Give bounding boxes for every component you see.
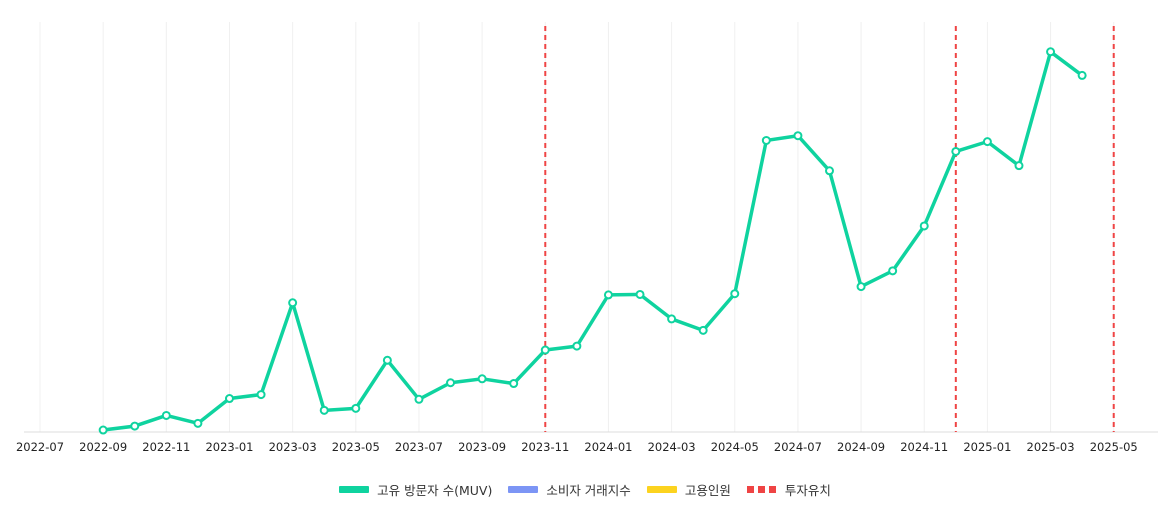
- data-point-muv: [414, 394, 424, 404]
- legend-item-investment[interactable]: 투자유치: [746, 480, 831, 499]
- data-point-muv: [635, 289, 645, 299]
- legend-item-employees[interactable]: 고용인원: [646, 480, 731, 499]
- legend-swatch-investment: [746, 486, 777, 493]
- data-point-muv: [603, 290, 613, 300]
- x-tick-label: 2024-01: [584, 440, 632, 454]
- x-tick-label: 2023-03: [269, 440, 317, 454]
- x-tick-label: 2024-05: [711, 440, 759, 454]
- x-tick-label: 2023-01: [205, 440, 253, 454]
- data-point-muv: [1014, 161, 1024, 171]
- legend-swatch-muv: [339, 486, 370, 493]
- legend-label-investment: 투자유치: [784, 483, 831, 498]
- data-point-muv: [856, 282, 866, 292]
- legend-item-consumer-index[interactable]: 소비자 거래지수: [508, 480, 631, 499]
- line-chart: 2022-07 2022-09 2022-11 2023-01 2023-03 2023-…: [16, 22, 1158, 454]
- x-tick-label: 2024-11: [900, 440, 948, 454]
- data-point-muv: [698, 325, 708, 335]
- x-tick-label: 2022-09: [79, 440, 127, 454]
- x-tick-label: 2024-07: [774, 440, 822, 454]
- legend-swatch-consumer-index: [508, 486, 539, 493]
- data-point-muv: [224, 394, 234, 404]
- legend-label-employees: 고용인원: [684, 483, 731, 498]
- data-point-muv: [509, 379, 519, 389]
- data-point-muv: [288, 298, 298, 308]
- data-point-muv: [572, 341, 582, 351]
- data-point-muv: [256, 390, 266, 400]
- data-point-muv: [351, 403, 361, 413]
- data-point-muv: [477, 374, 487, 384]
- x-tick-label: 2025-01: [963, 440, 1011, 454]
- x-tick-label: 2023-05: [332, 440, 380, 454]
- data-point-muv: [446, 378, 456, 388]
- x-tick-label: 2023-11: [521, 440, 569, 454]
- legend-label-consumer-index: 소비자 거래지수: [546, 483, 631, 498]
- x-tick-label: 2024-03: [648, 440, 696, 454]
- data-point-muv: [825, 166, 834, 176]
- x-tick-label: 2025-05: [1090, 440, 1138, 454]
- data-point-muv: [193, 418, 203, 428]
- x-tick-label: 2022-11: [142, 440, 190, 454]
- data-point-muv: [1077, 70, 1087, 80]
- data-point-muv: [540, 345, 550, 355]
- data-point-muv: [951, 146, 961, 156]
- series-line-muv: [101, 50, 1084, 432]
- data-point-muv: [888, 266, 898, 276]
- data-point-muv: [919, 221, 929, 231]
- data-point-muv: [730, 289, 740, 299]
- x-tick-label: 2023-09: [458, 440, 506, 454]
- data-point-muv: [98, 425, 108, 435]
- data-point-muv: [319, 405, 329, 415]
- x-tick-label: 2024-09: [837, 440, 885, 454]
- data-point-muv: [1046, 47, 1056, 57]
- x-tick-label: 2022-07: [16, 440, 64, 454]
- data-point-muv: [161, 410, 171, 420]
- legend-swatch-employees: [646, 486, 677, 493]
- x-tick-label: 2023-07: [395, 440, 443, 454]
- data-point-muv: [667, 314, 677, 324]
- data-point-muv: [382, 355, 392, 365]
- data-point-muv: [130, 421, 140, 431]
- data-point-muv: [793, 131, 803, 141]
- x-tick-label: 2025-03: [1027, 440, 1075, 454]
- legend-label-muv: 고유 방문자 수(MUV): [377, 483, 493, 498]
- data-point-muv: [761, 135, 771, 145]
- chart-legend: 고유 방문자 수(MUV) 소비자 거래지수 고용인원 투자유치: [0, 480, 1170, 499]
- data-point-muv: [982, 137, 992, 147]
- legend-item-muv[interactable]: 고유 방문자 수(MUV): [339, 480, 492, 499]
